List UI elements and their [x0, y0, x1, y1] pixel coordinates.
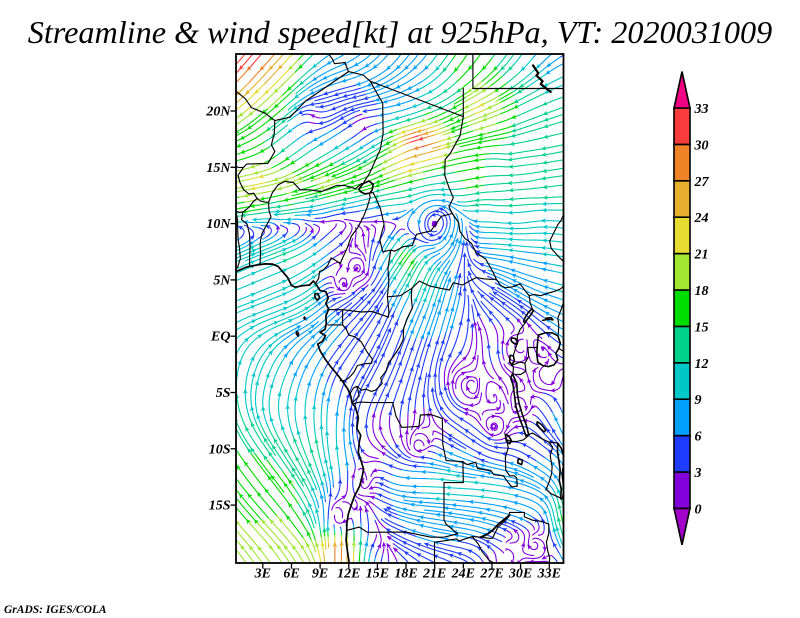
svg-text:15E: 15E [366, 567, 389, 582]
svg-text:33: 33 [694, 102, 709, 117]
svg-text:15: 15 [695, 320, 709, 335]
svg-text:24E: 24E [451, 567, 475, 582]
svg-text:30: 30 [694, 138, 709, 153]
svg-text:21: 21 [694, 248, 709, 263]
svg-text:18: 18 [695, 284, 709, 299]
svg-text:24: 24 [694, 211, 709, 226]
svg-text:18E: 18E [394, 567, 417, 582]
svg-text:5N: 5N [213, 273, 231, 288]
svg-text:15S: 15S [209, 499, 231, 514]
svg-text:10S: 10S [209, 442, 231, 457]
svg-text:12: 12 [695, 357, 709, 372]
svg-text:EQ: EQ [210, 330, 230, 345]
svg-text:33E: 33E [537, 567, 561, 582]
svg-text:10N: 10N [206, 217, 231, 232]
svg-text:6: 6 [695, 430, 702, 445]
svg-text:15N: 15N [206, 161, 231, 176]
svg-text:21E: 21E [422, 567, 446, 582]
svg-text:12E: 12E [337, 567, 360, 582]
svg-text:9E: 9E [312, 567, 328, 582]
svg-text:9: 9 [695, 393, 702, 408]
svg-text:5S: 5S [216, 386, 231, 401]
svg-text:0: 0 [695, 502, 702, 517]
svg-text:30E: 30E [508, 567, 532, 582]
svg-text:3E: 3E [254, 567, 271, 582]
svg-text:20N: 20N [205, 105, 231, 120]
svg-text:3: 3 [694, 466, 702, 481]
svg-text:6E: 6E [283, 567, 299, 582]
svg-text:27E: 27E [479, 567, 503, 582]
svg-text:27: 27 [694, 175, 710, 190]
